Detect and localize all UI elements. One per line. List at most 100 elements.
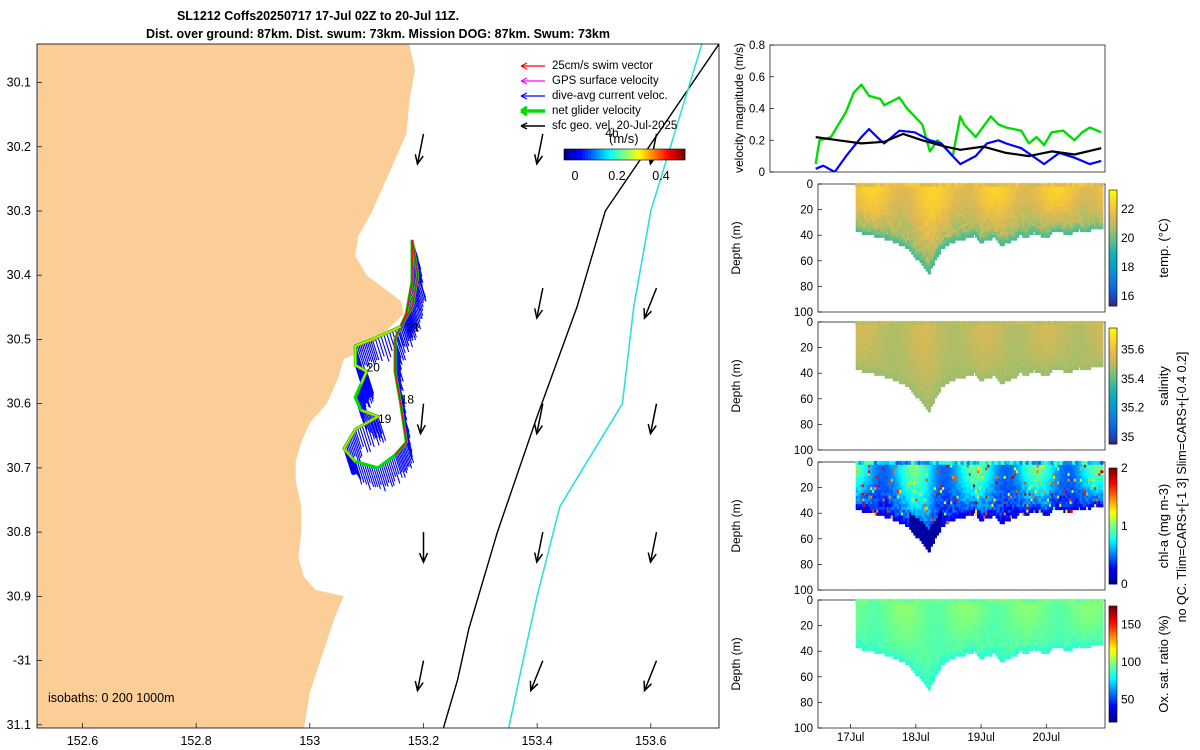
- section-cell: [940, 217, 944, 221]
- section-cell: [938, 200, 942, 204]
- velocity-ytick-label-1: 0.2: [749, 135, 765, 147]
- section-cell: [907, 203, 911, 207]
- section-cell: [954, 217, 958, 221]
- section-cell: [946, 234, 950, 238]
- colorbar-step: [1109, 190, 1117, 193]
- section-cell: [905, 231, 909, 235]
- section-cell: [931, 206, 935, 210]
- section-cell: [917, 243, 921, 247]
- section-cell: [960, 209, 964, 213]
- section-cell: [935, 212, 940, 216]
- section-cell: [905, 243, 909, 247]
- section-cell: [859, 214, 863, 219]
- section-cell: [927, 226, 931, 230]
- section-cell: [870, 228, 874, 233]
- section-cell: [925, 200, 929, 204]
- map-ytick-label-6: 30.7: [7, 461, 31, 475]
- section-cell: [917, 203, 921, 207]
- section-cell: [929, 198, 933, 202]
- section-cell: [929, 200, 933, 204]
- geo-vector-head: [414, 680, 424, 693]
- section-cell: [874, 206, 878, 210]
- section-cell: [923, 251, 927, 255]
- section-cell: [960, 234, 964, 238]
- section-cell: [882, 220, 886, 224]
- section-cell: [907, 206, 911, 210]
- section-cell: [942, 192, 946, 196]
- section-cell: [935, 254, 940, 258]
- section-cell: [880, 192, 884, 196]
- section-cell: [933, 248, 937, 252]
- section-cell: [933, 186, 937, 190]
- current-vector: [368, 421, 376, 440]
- geo-vector-head: [647, 552, 657, 564]
- section-cell: [921, 206, 925, 210]
- section-cell: [950, 228, 954, 233]
- section-cell: [859, 226, 863, 230]
- section-cell: [962, 195, 966, 199]
- colorbar-step: [1109, 287, 1117, 291]
- section-cell: [861, 212, 866, 216]
- section-cell: [948, 212, 952, 216]
- section-cell: [929, 209, 933, 213]
- section-cell: [921, 209, 925, 213]
- section-cell: [927, 406, 931, 410]
- colorbar-step: [1109, 266, 1117, 270]
- section-cell: [917, 237, 921, 241]
- section-cell: [917, 212, 921, 216]
- section-cell: [915, 220, 919, 224]
- section-cell: [952, 200, 956, 204]
- section-cell: [890, 237, 894, 241]
- current-vector: [407, 303, 417, 330]
- section-cell: [938, 189, 942, 193]
- colorbar-step: [1109, 245, 1117, 249]
- section-cell: [931, 231, 935, 235]
- day-label-0: 4h: [605, 126, 618, 140]
- section-cell: [948, 214, 952, 219]
- current-vector: [361, 463, 372, 491]
- section-cell: [898, 214, 903, 219]
- section-cell: [927, 217, 931, 221]
- section-cell: [952, 186, 956, 190]
- section-cell: [938, 195, 942, 199]
- section-cell: [861, 214, 866, 219]
- section-cell: [933, 200, 937, 204]
- section-cell: [964, 189, 968, 193]
- colorbar-step: [1109, 199, 1117, 202]
- current-vector: [405, 316, 414, 338]
- section-cell: [882, 189, 886, 193]
- current-vector: [346, 452, 355, 476]
- section-cell: [872, 214, 876, 219]
- section-cell: [927, 212, 931, 216]
- section-cell: [917, 195, 921, 199]
- section-ytick-label-3: 60: [800, 256, 813, 268]
- section-cell: [946, 212, 950, 216]
- colorbar-step: [1109, 213, 1117, 216]
- colorbar-step: [1109, 294, 1117, 298]
- section-cell: [940, 228, 944, 233]
- section-cell: [956, 212, 960, 216]
- colorbar-step: [1109, 275, 1117, 279]
- section-cell: [874, 200, 878, 204]
- section-cell: [876, 217, 880, 221]
- map-colorbar-step: [597, 149, 601, 160]
- section-cell: [896, 226, 900, 230]
- section-cell: [944, 220, 948, 224]
- velocity-ytick-label-2: 0.4: [749, 104, 766, 116]
- section-cell: [890, 234, 894, 238]
- section-cell: [911, 231, 915, 235]
- section-cell: [864, 192, 868, 196]
- section-cell: [933, 257, 937, 261]
- section-cell: [903, 234, 907, 238]
- section-cell: [954, 220, 958, 224]
- section-cell: [878, 192, 882, 196]
- colorbar-step: [1109, 292, 1117, 295]
- section-cell: [919, 243, 923, 247]
- section-cell: [880, 226, 884, 230]
- section-cell: [956, 198, 960, 202]
- section-cell: [894, 234, 898, 238]
- section-cell: [919, 259, 923, 264]
- section-cell: [913, 240, 917, 244]
- section-cell: [962, 206, 966, 210]
- section-cell: [929, 243, 933, 247]
